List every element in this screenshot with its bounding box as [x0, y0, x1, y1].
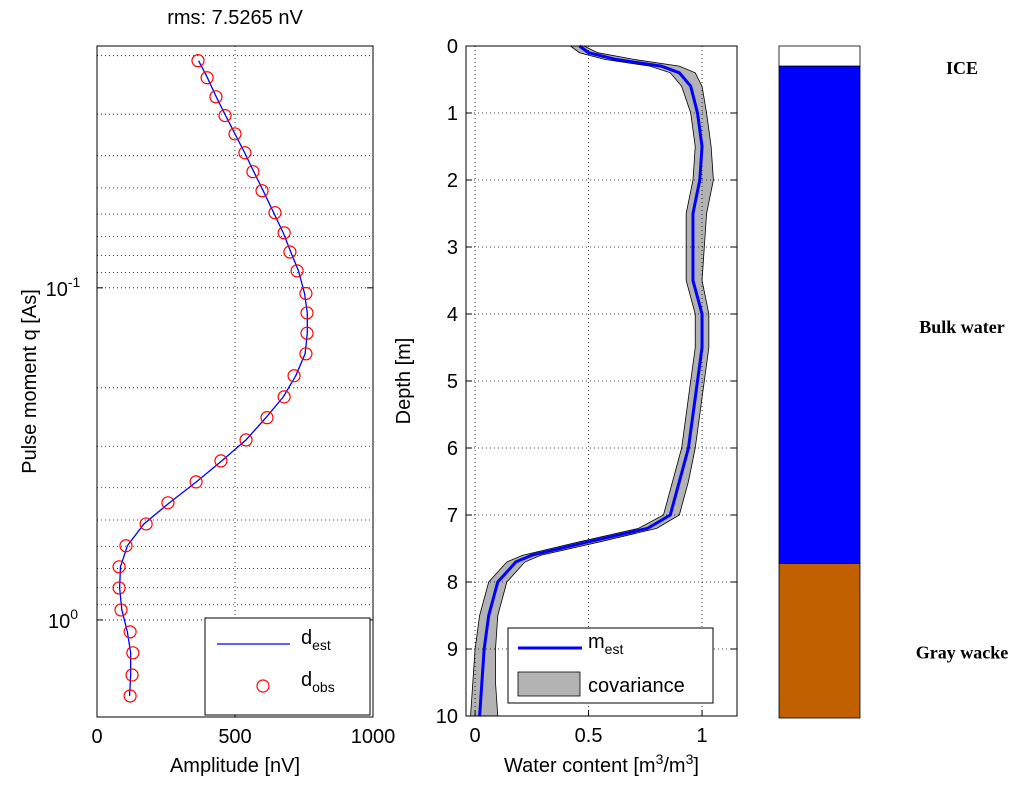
- axes-box: [96, 45, 374, 718]
- data-point: [209, 90, 223, 104]
- y-tick-label: 10-1: [46, 274, 81, 301]
- legend-label: mest: [588, 631, 623, 657]
- x-tick-label: 0: [470, 725, 481, 747]
- data-point: [119, 539, 133, 553]
- data-point: [161, 496, 175, 510]
- data-point: [200, 71, 214, 85]
- data-point: [277, 226, 291, 240]
- y-tick-label: 8: [447, 572, 458, 594]
- x-tick-label: 1000: [351, 726, 396, 748]
- y-axis-label: Depth [m]: [393, 338, 415, 425]
- y-tick-base: 10: [46, 279, 68, 301]
- legend-label-sub: est: [312, 637, 331, 653]
- data-point: [255, 184, 269, 198]
- y-tick-exponent: 0: [70, 606, 78, 622]
- y-tick-label: 0: [447, 36, 458, 58]
- data-point: [114, 603, 128, 617]
- x-axis-label-part: /m: [663, 755, 685, 777]
- x-axis-label-part: ]: [693, 755, 699, 777]
- data-point: [189, 475, 203, 489]
- legend-label-base: m: [588, 631, 605, 653]
- layer-label: Gray wacke: [916, 643, 1008, 663]
- data-point: [112, 560, 126, 574]
- layer: [778, 45, 861, 67]
- legend-box: [204, 617, 371, 716]
- legend-label: covariance: [588, 675, 685, 697]
- legend-label-sub: est: [605, 641, 624, 657]
- data-point: [290, 264, 304, 278]
- legend-label-sub: obs: [312, 679, 335, 695]
- layer: [778, 563, 861, 719]
- data-point: [126, 646, 140, 660]
- y-tick-label: 5: [447, 371, 458, 393]
- y-tick-label: 100: [48, 606, 78, 633]
- y-tick-label: 9: [447, 639, 458, 661]
- y-tick-label: 6: [447, 438, 458, 460]
- x-axis-label-part: 3: [686, 751, 694, 767]
- layer: [778, 65, 861, 564]
- legend-swatch: [256, 679, 270, 693]
- data-point: [125, 668, 139, 682]
- data-point: [260, 411, 274, 425]
- y-axis-label: Pulse moment q [As]: [19, 289, 41, 474]
- x-tick-label: 0.5: [575, 725, 603, 747]
- data-point: [139, 517, 153, 531]
- data-point: [277, 390, 291, 404]
- legend-swatch: [517, 671, 581, 697]
- legend-label-base: d: [301, 669, 312, 691]
- data-point: [299, 286, 313, 301]
- data-point: [287, 369, 301, 383]
- data-point: [123, 689, 137, 703]
- y-tick-exponent: -1: [68, 274, 81, 290]
- data-point: [239, 433, 253, 447]
- data-point: [238, 146, 252, 160]
- y-tick-label: 3: [447, 237, 458, 259]
- x-axis-label-part: 3: [656, 751, 664, 767]
- x-tick-label: 500: [218, 726, 251, 748]
- x-axis-label: Water content [m3/m3]: [504, 751, 699, 777]
- data-point: [112, 581, 126, 595]
- y-tick-label: 1: [447, 103, 458, 125]
- data-point: [218, 109, 232, 123]
- layer-label: Bulk water: [919, 317, 1005, 337]
- y-tick-label: 10: [436, 706, 458, 728]
- data-point: [283, 245, 297, 259]
- data-point: [123, 625, 137, 639]
- data-point: [300, 326, 314, 340]
- axes-box: [465, 45, 738, 717]
- data-point: [214, 454, 228, 468]
- data-point: [300, 306, 314, 320]
- y-tick-label: 2: [447, 170, 458, 192]
- data-point: [228, 127, 242, 141]
- y-tick-base: 10: [48, 611, 70, 633]
- x-axis-label: Amplitude [nV]: [170, 755, 300, 777]
- data-point: [246, 165, 260, 179]
- fit-line: [118, 60, 308, 696]
- data-point: [299, 347, 313, 361]
- y-tick-label: 4: [447, 304, 458, 326]
- x-tick-label: 0: [91, 726, 102, 748]
- data-point: [191, 54, 205, 68]
- y-tick-label: 7: [447, 505, 458, 527]
- x-axis-label-part: Water content [m: [504, 755, 656, 777]
- legend-label: dest: [301, 627, 331, 653]
- chart-title: rms: 7.5265 nV: [167, 7, 303, 29]
- legend-label: dobs: [301, 669, 335, 695]
- model-line: [478, 44, 704, 717]
- data-point: [268, 206, 282, 220]
- x-tick-label: 1: [696, 725, 707, 747]
- layer-label: ICE: [946, 58, 978, 78]
- legend-label-base: d: [301, 627, 312, 649]
